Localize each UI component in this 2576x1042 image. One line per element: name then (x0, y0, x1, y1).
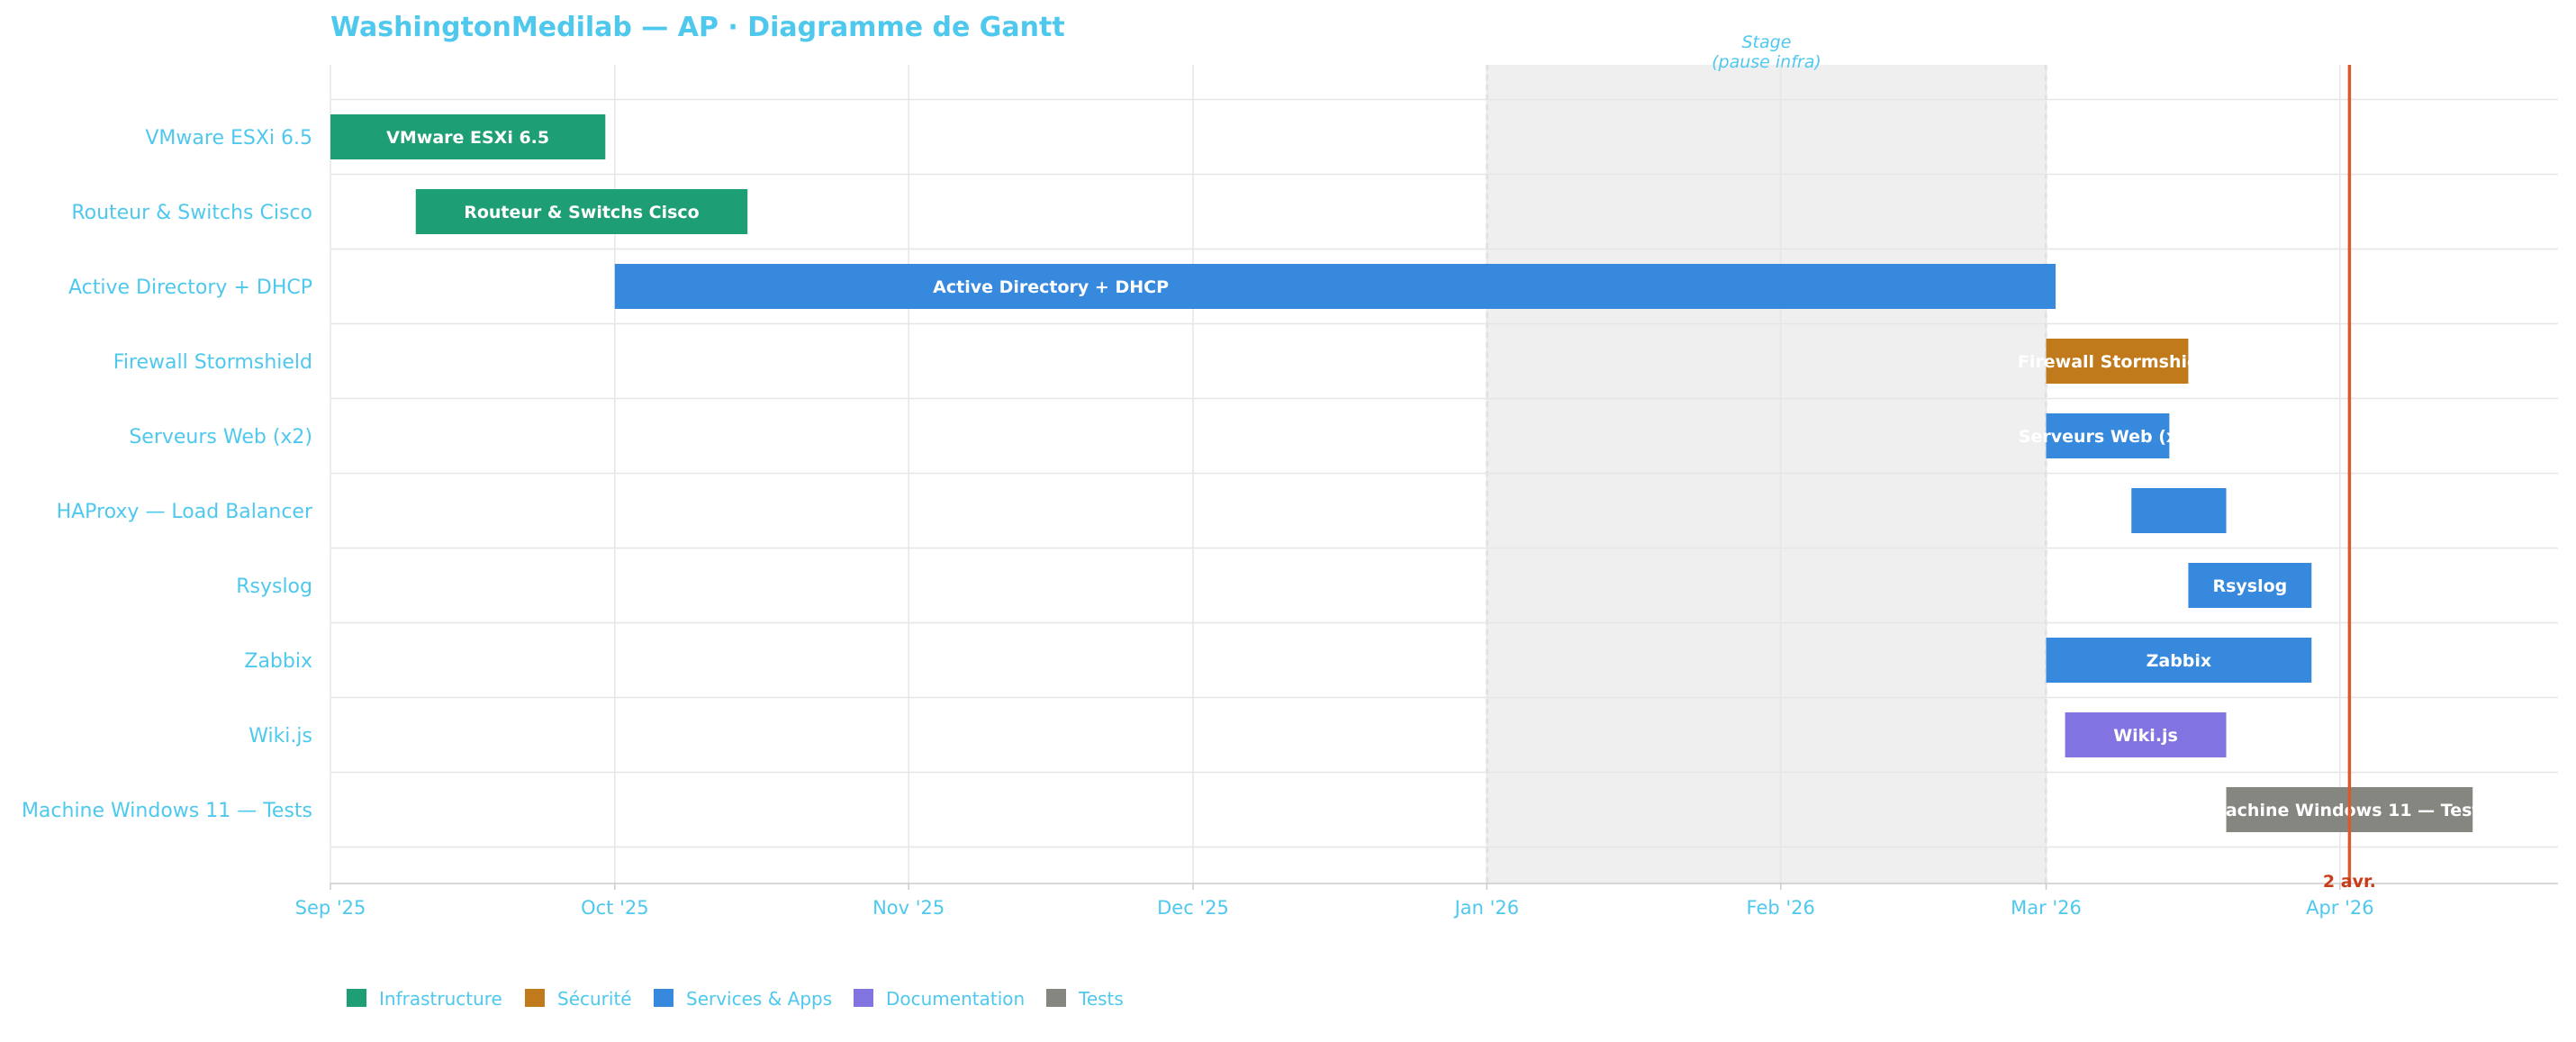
gantt-bar-label: Rsyslog (2212, 576, 2287, 596)
x-tick-label: Nov '25 (872, 897, 945, 919)
gantt-bar-label: Routeur & Switchs Cisco (464, 203, 700, 222)
gantt-bar (2046, 638, 2312, 683)
today-marker-layer: 2 avr. (2323, 65, 2376, 892)
row-label: Zabbix (244, 650, 312, 673)
pause-band (1487, 65, 2047, 883)
row-label: Active Directory + DHCP (68, 276, 312, 299)
gantt-bar-label: VMware ESXi 6.5 (386, 128, 549, 148)
legend-label: Sécurité (557, 988, 632, 1010)
pause-band-layer: Stage(pause infra) (1486, 32, 2047, 883)
chart-title: WashingtonMedilab — AP · Diagramme de Ga… (330, 12, 1065, 43)
legend: Infrastructure Sécurité Services & Apps Doc… (347, 988, 1124, 1010)
legend-label: Documentation (886, 988, 1025, 1010)
gantt-bar (2046, 339, 2189, 384)
legend-swatch (347, 989, 366, 1007)
legend-label: Services & Apps (686, 988, 832, 1010)
today-label: 2 avr. (2323, 872, 2376, 892)
x-tick-label: Apr '26 (2306, 897, 2374, 919)
gantt-bar-label: Serveurs Web (x2) (2019, 427, 2197, 447)
pause-band-label-line1: Stage (1741, 32, 1791, 52)
gantt-bar (330, 114, 606, 159)
pause-band-label-line2: (pause infra) (1712, 52, 1821, 72)
gantt-bar (2131, 488, 2227, 533)
x-tick-label: Mar '26 (2011, 897, 2082, 919)
bars-layer: VMware ESXi 6.5 Routeur & Switchs Cisco Ac… (330, 114, 2490, 832)
row-label: VMware ESXi 6.5 (145, 127, 312, 150)
row-label: Firewall Stormshield (113, 351, 312, 374)
legend-swatch (654, 989, 673, 1007)
gantt-bar (2188, 563, 2312, 608)
legend-swatch (525, 989, 545, 1007)
x-tick-label: Feb '26 (1747, 897, 1815, 919)
gantt-bar (614, 264, 2056, 309)
gantt-bar-label: Zabbix (2147, 651, 2212, 671)
gantt-bar (2046, 413, 2170, 458)
row-label: Wiki.js (249, 725, 312, 748)
gantt-bar (2065, 712, 2227, 757)
row-label: Rsyslog (236, 575, 312, 598)
x-tick-label: Oct '25 (581, 897, 648, 919)
row-label: Routeur & Switchs Cisco (71, 202, 312, 224)
row-label: HAProxy — Load Balancer (57, 501, 313, 523)
legend-label: Tests (1078, 988, 1124, 1010)
x-axis-layer: Sep '25 Oct '25 Nov '25 Dec '25 Jan '26 Feb '… (295, 883, 2558, 919)
gantt-bar-label: Active Directory + DHCP (933, 277, 1169, 297)
gantt-bar-label: Wiki.js (2113, 726, 2178, 746)
gantt-bar (415, 189, 748, 234)
legend-swatch (854, 989, 873, 1007)
x-tick-label: Jan '26 (1453, 897, 1520, 919)
row-labels-layer: VMware ESXi 6.5 Routeur & Switchs Cisco Ac… (22, 127, 313, 822)
x-tick-label: Sep '25 (295, 897, 366, 919)
gantt-bar-label: Firewall Stormshield (2018, 352, 2217, 372)
row-label: Machine Windows 11 — Tests (22, 800, 312, 822)
legend-label: Infrastructure (379, 988, 502, 1010)
row-label: Serveurs Web (x2) (129, 426, 312, 449)
x-tick-label: Dec '25 (1157, 897, 1229, 919)
grid-layer (330, 65, 2558, 883)
legend-swatch (1046, 989, 1066, 1007)
